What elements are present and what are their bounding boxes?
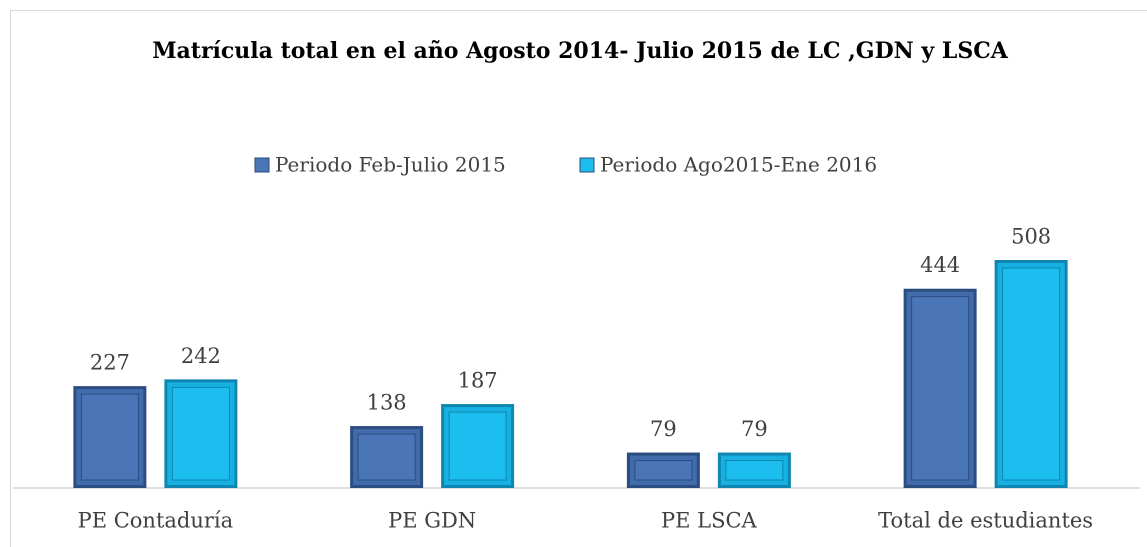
data-label: 242: [181, 344, 221, 368]
data-label: 138: [367, 391, 407, 415]
bar-face: [911, 296, 970, 481]
bar: [717, 452, 791, 488]
legend-label: Periodo Ago2015-Ene 2016: [600, 153, 877, 177]
bar: [994, 260, 1068, 488]
bar-face: [448, 411, 507, 481]
bar-face: [725, 460, 784, 481]
x-tick-label: Total de estudiantes: [878, 509, 1093, 533]
bar-face: [634, 460, 693, 481]
bar: [441, 404, 515, 488]
chart-title: Matrícula total en el año Agosto 2014- J…: [152, 38, 1009, 64]
bar: [626, 452, 700, 488]
x-tick-label: PE Contaduría: [78, 509, 234, 533]
legend-swatch: [254, 157, 270, 173]
bar: [164, 379, 238, 488]
data-label: 508: [1011, 225, 1051, 249]
x-tick-label: PE LSCA: [661, 509, 758, 533]
bar: [350, 426, 424, 488]
bar-face: [1002, 267, 1061, 481]
legend-swatch: [579, 157, 595, 173]
bar-face: [357, 433, 416, 481]
bar-face: [171, 386, 230, 481]
data-label: 79: [741, 417, 768, 441]
bar-face: [80, 393, 139, 481]
legend-label: Periodo Feb-Julio 2015: [275, 153, 506, 177]
bar: [903, 288, 977, 488]
x-tick-label: PE GDN: [388, 509, 476, 533]
data-label: 444: [920, 253, 960, 277]
data-label: 187: [458, 369, 498, 393]
data-label: 227: [90, 351, 130, 375]
bar: [73, 386, 147, 488]
data-label: 79: [650, 417, 677, 441]
